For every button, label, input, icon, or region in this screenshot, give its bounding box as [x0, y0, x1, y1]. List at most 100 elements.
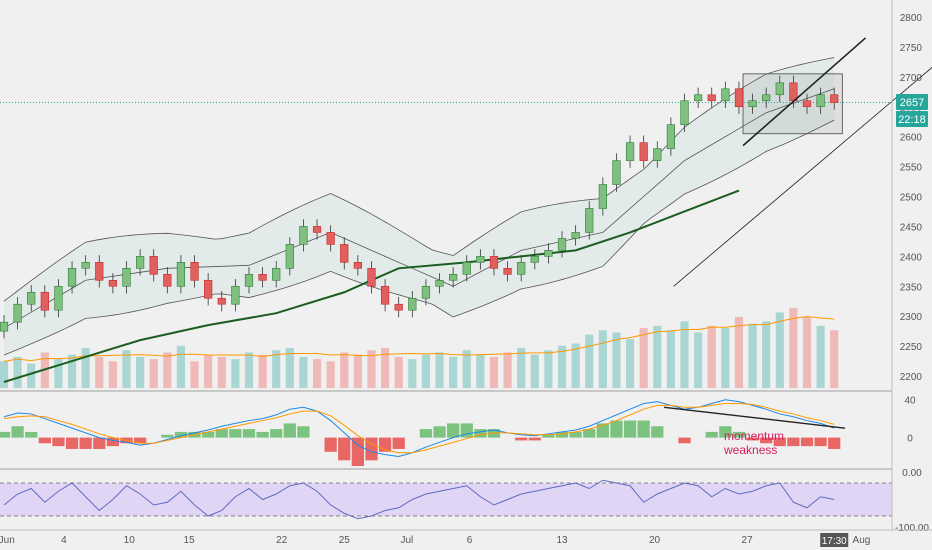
volume-bar [272, 350, 281, 388]
volume-bars [0, 308, 839, 388]
countdown-badge [896, 111, 928, 127]
macd-histogram-bar [65, 437, 79, 449]
macd-histogram-bar [93, 437, 106, 449]
candle-body [557, 238, 567, 251]
macd-histogram-bar [365, 437, 378, 461]
macd-histogram-bar [419, 429, 433, 438]
volume-bar [326, 361, 335, 388]
macd-histogram-bar [623, 420, 637, 438]
time-tick-label: 13 [556, 535, 568, 546]
candle-body [598, 184, 607, 209]
price-tick-label: 2550 [900, 163, 923, 174]
volume-bar [544, 350, 553, 388]
candle-body [81, 262, 90, 269]
macd-histogram-bar [0, 431, 11, 438]
time-tick-label: 27 [742, 535, 754, 546]
time-tick-label: 4 [61, 535, 67, 546]
candle-body [748, 100, 757, 108]
volume-bar [353, 354, 362, 388]
volume-bar [789, 308, 798, 388]
volume-bar [408, 359, 417, 388]
candle-body [830, 94, 839, 103]
volume-bar [13, 356, 22, 388]
volume-bar [340, 352, 349, 388]
candle-body [721, 88, 730, 102]
divergence-line [664, 406, 846, 429]
price-tick-label: 2400 [900, 252, 923, 263]
bollinger-lower [3, 119, 835, 356]
momentum-annotation-line2: weakness [723, 443, 777, 457]
rsi-panel: 0.00 -100.00 [0, 468, 929, 534]
candle-body [544, 250, 553, 257]
trend-lines[interactable] [673, 5, 932, 287]
candle-body [421, 285, 431, 299]
bollinger-middle [3, 88, 835, 329]
candle-body [231, 285, 240, 305]
price-tick-label: 2200 [900, 372, 923, 383]
time-tick-label: 10 [124, 535, 136, 546]
candle-body [149, 256, 158, 275]
volume-bar [0, 361, 9, 388]
macd-histogram-bar [229, 429, 242, 438]
price-tick-label: 2300 [900, 312, 923, 323]
time-axis: Jun 4 10 15 22 25 Jul 6 13 20 27 Aug 17:30 [0, 533, 870, 547]
volume-bar [775, 312, 784, 388]
candlesticks [0, 75, 839, 339]
time-tick-label: Jul [400, 535, 413, 546]
volume-bar [163, 352, 172, 388]
macd-histogram-bar [542, 434, 555, 438]
candle-body [0, 321, 9, 332]
volume-bar [625, 339, 635, 388]
candle-body [258, 273, 267, 281]
candle-body [694, 94, 703, 102]
macd-histogram-bar [433, 426, 446, 438]
candle-body [244, 273, 254, 287]
volume-bar [67, 354, 77, 388]
candle-body [367, 268, 376, 287]
volume-bar [571, 343, 580, 388]
volume-bar [694, 332, 703, 388]
macd-histogram-bar [746, 437, 759, 441]
macd-histogram-bar [814, 437, 827, 447]
bollinger-upper [3, 57, 835, 302]
trend-line [673, 66, 932, 287]
volume-bar [312, 359, 322, 388]
volume-bar [149, 359, 158, 388]
volume-bar [108, 361, 117, 388]
volume-bar [421, 354, 430, 388]
macd-histogram-bar [25, 431, 38, 438]
rsi-band [0, 483, 892, 516]
volume-bar [721, 328, 730, 388]
candle-body [680, 100, 689, 125]
candle-body [13, 303, 22, 323]
macd-histogram-bar [719, 426, 732, 438]
macd-histogram-bar [256, 431, 269, 438]
candle-body [517, 262, 526, 275]
candle-body [639, 142, 648, 161]
candle-body [380, 285, 390, 305]
candle-body [299, 226, 308, 245]
price-tick-label: 2700 [900, 73, 923, 84]
candle-body [285, 244, 294, 269]
time-tick-label: 15 [184, 535, 196, 546]
time-tick-label: 20 [649, 535, 661, 546]
volume-bar [816, 325, 825, 388]
candle-body [476, 256, 485, 263]
macd-histogram-bar [596, 423, 609, 438]
volume-bar [244, 352, 254, 388]
volume-bar [367, 350, 376, 388]
volume-bar [81, 348, 90, 388]
time-tick-label: 22 [276, 535, 288, 546]
candle-body [762, 94, 771, 102]
candle-body [489, 256, 499, 269]
volume-bar [122, 350, 131, 388]
candle-body [625, 142, 635, 161]
candle-body [435, 279, 444, 287]
volume-bar [394, 356, 403, 388]
candle-body [312, 226, 322, 233]
candle-body [217, 297, 226, 305]
macd-histogram-bar [678, 437, 691, 444]
price-tick-label: 2450 [900, 222, 923, 233]
price-tick-label: 2250 [900, 342, 923, 353]
